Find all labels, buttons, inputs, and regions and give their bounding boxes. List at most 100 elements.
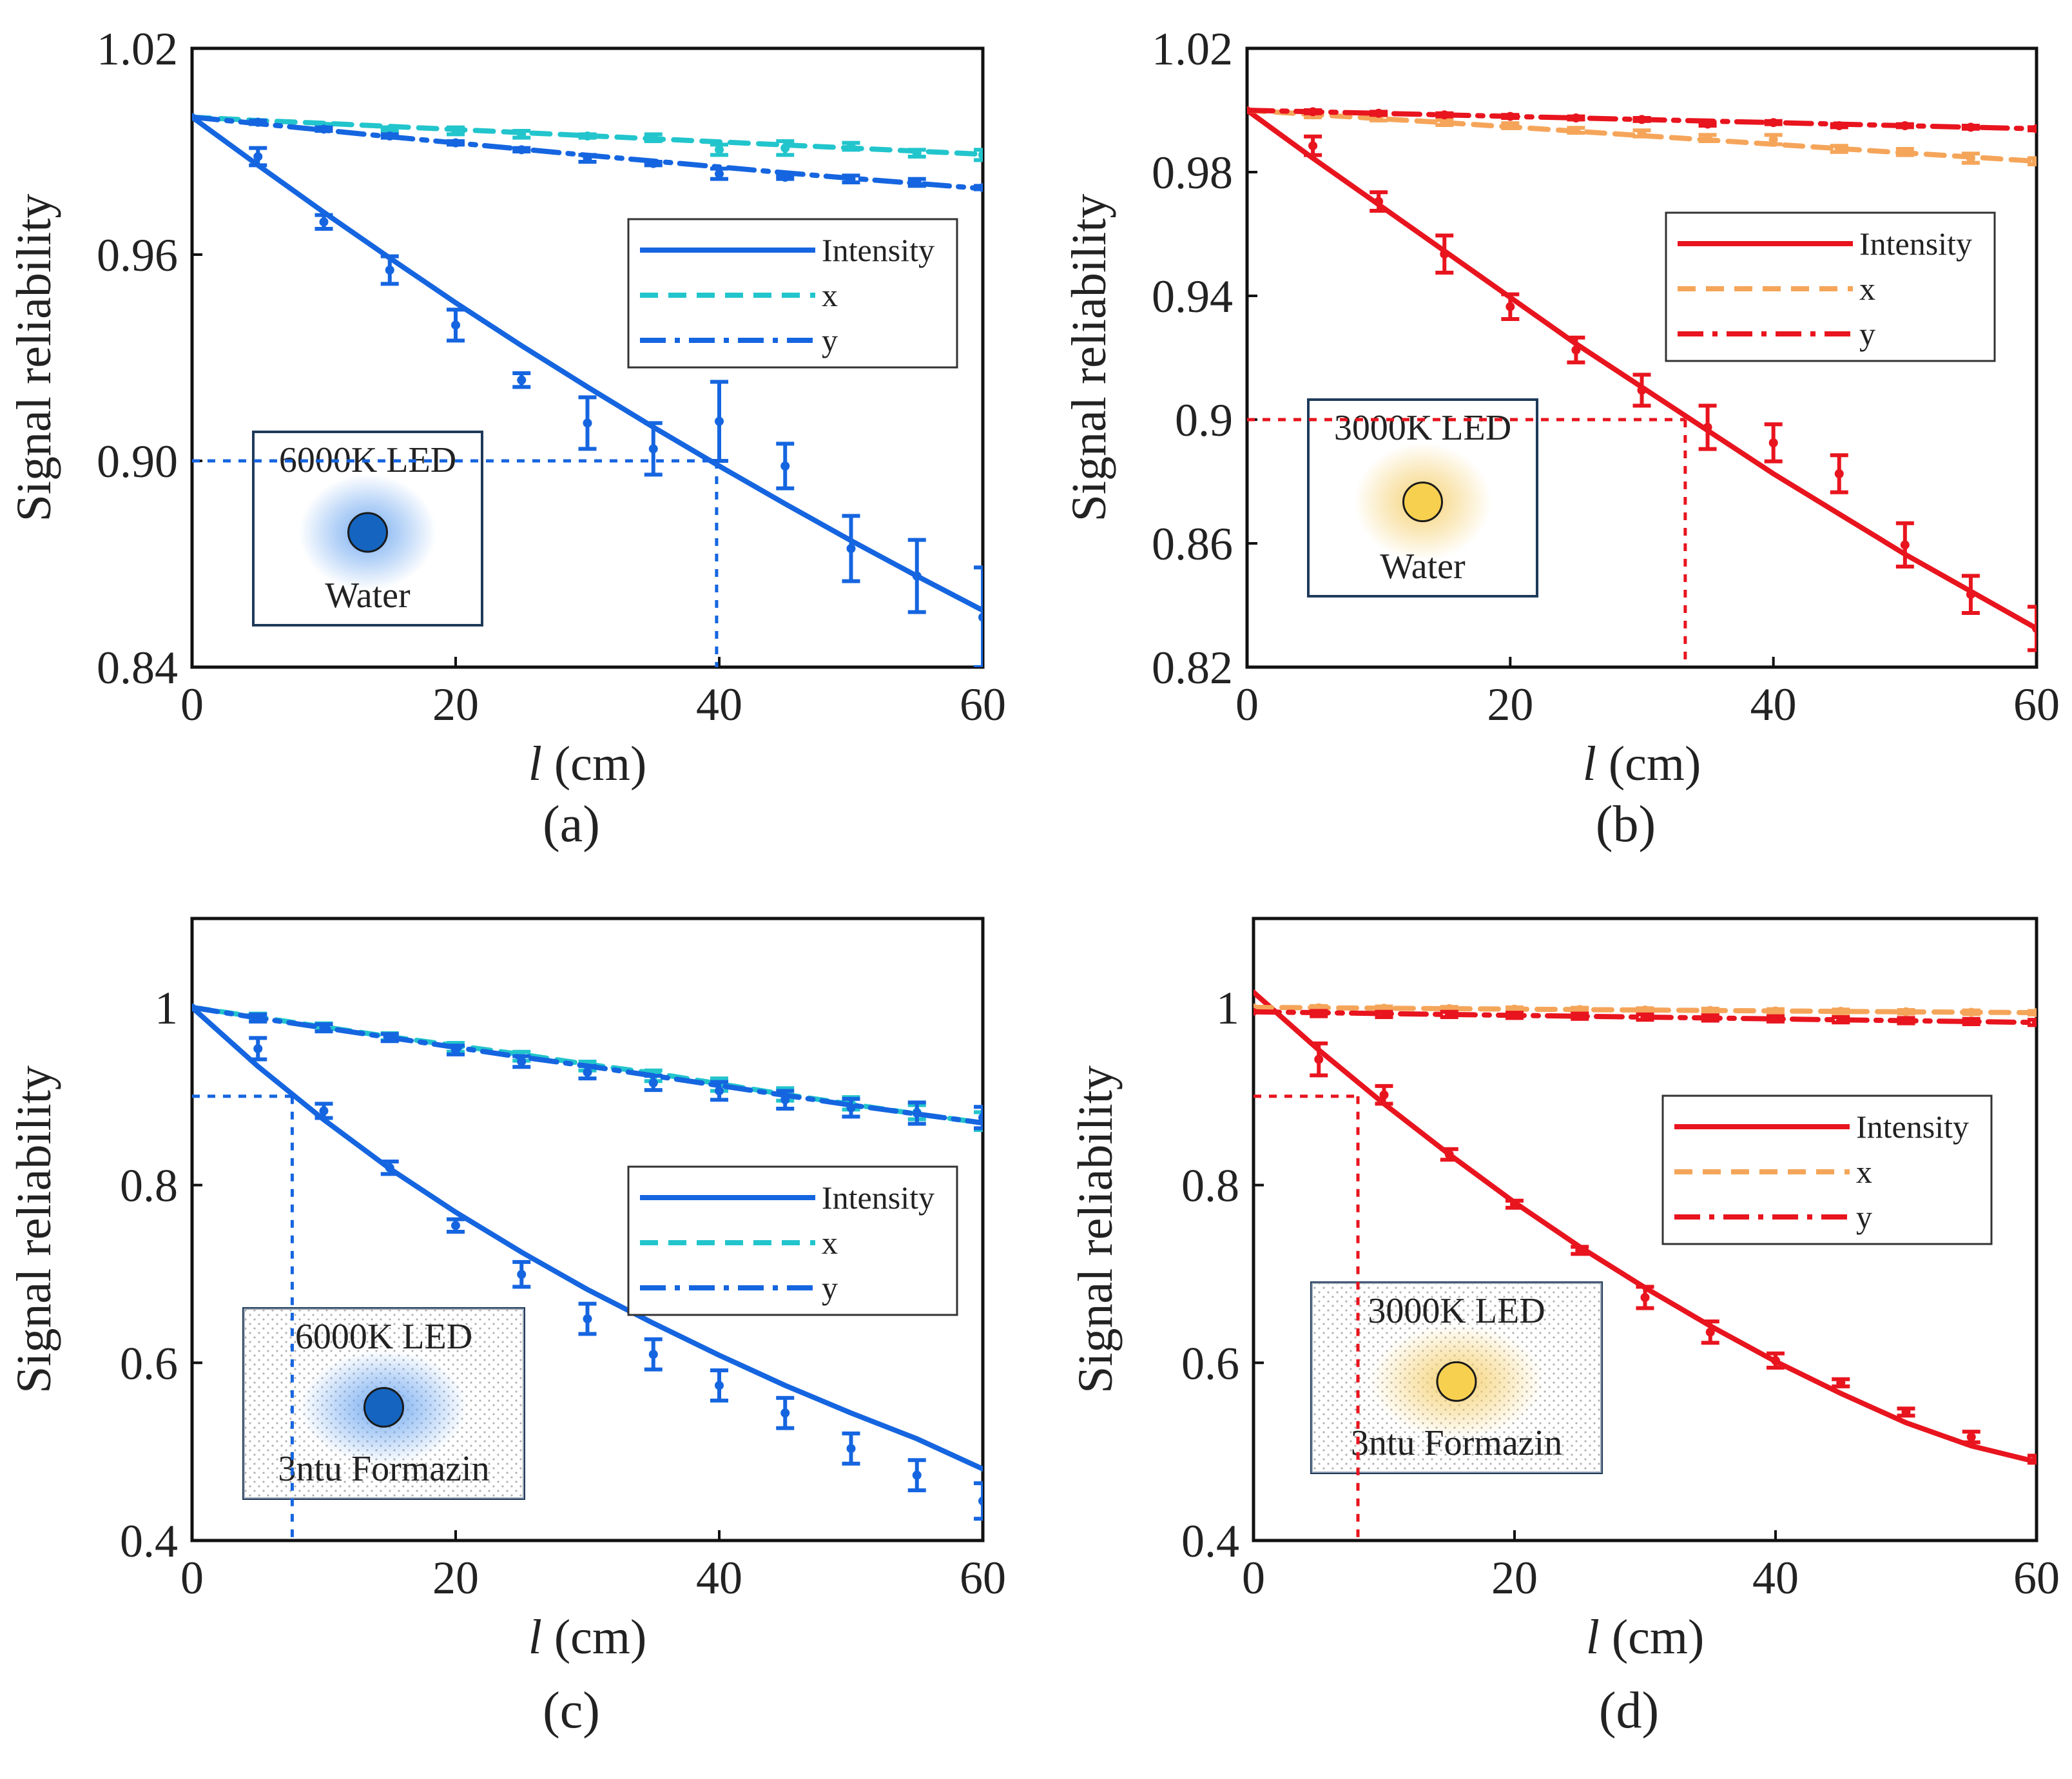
x-tick-label: 60 xyxy=(960,679,1006,730)
data-point xyxy=(846,1444,856,1453)
y-tick-label: 0.9 xyxy=(1175,394,1233,446)
data-point xyxy=(1374,197,1384,206)
y-tick-label: 0.86 xyxy=(1152,518,1233,570)
data-point xyxy=(1571,345,1581,355)
data-point xyxy=(1510,1200,1519,1209)
data-point xyxy=(2032,1454,2037,1464)
data-point xyxy=(1379,1009,1389,1019)
data-point xyxy=(1444,1009,1454,1019)
y-tick-label: 0.6 xyxy=(120,1337,178,1389)
data-point xyxy=(1440,249,1449,259)
y-tick-label: 0.84 xyxy=(97,642,178,694)
legend-label-intensity: Intensity xyxy=(822,232,934,268)
data-point xyxy=(1901,1407,1911,1417)
inset-led-label: 3000K LED xyxy=(1368,1291,1545,1331)
data-point xyxy=(1836,1378,1846,1388)
x-axis-label-var: l xyxy=(528,1610,542,1664)
x-tick-label: 0 xyxy=(1235,679,1259,730)
y-axis-label: Signal reliability xyxy=(1069,1065,1123,1394)
plot-area xyxy=(192,113,983,667)
data-point xyxy=(1308,141,1318,151)
x-tick-label: 60 xyxy=(2013,1552,2060,1604)
legend: Intensity xy xyxy=(627,218,958,369)
series-x xyxy=(1254,1003,2037,1018)
data-point xyxy=(978,612,983,622)
data-point xyxy=(846,174,856,184)
x-axis-label: l (cm) xyxy=(1586,1610,1705,1664)
data-point xyxy=(2032,624,2037,633)
data-point xyxy=(1637,115,1647,124)
data-point xyxy=(192,1003,196,1011)
data-point xyxy=(846,1103,856,1113)
data-point xyxy=(517,145,527,155)
legend-label-intensity: Intensity xyxy=(1856,1109,1969,1145)
plot-frame xyxy=(1245,46,2038,669)
data-point xyxy=(1966,122,1975,132)
x-axis-label-var: l xyxy=(1586,1610,1600,1664)
data-point xyxy=(1900,147,1910,157)
x-axis-label-var: l xyxy=(528,737,542,791)
x-tick-label: 40 xyxy=(696,1552,742,1604)
y-tick-label: 0.82 xyxy=(1152,642,1233,694)
plot-area xyxy=(192,1003,983,1521)
plot-area xyxy=(1247,106,2037,652)
inset-led-label: 6000K LED xyxy=(295,1317,472,1357)
data-point xyxy=(1308,107,1318,117)
y-tick-label: 1 xyxy=(1216,982,1239,1034)
y-tick-label: 0.90 xyxy=(97,436,178,487)
data-point xyxy=(1771,1356,1780,1365)
data-point xyxy=(451,1045,460,1055)
inset-medium-label: Water xyxy=(325,576,411,616)
data-point xyxy=(1506,302,1515,311)
data-point xyxy=(319,1106,329,1116)
legend: Intensity xy xyxy=(627,1165,958,1316)
data-point xyxy=(648,444,658,454)
data-point xyxy=(451,1221,460,1230)
data-point xyxy=(648,133,658,142)
data-point xyxy=(253,1044,263,1053)
data-point xyxy=(1703,119,1712,129)
data-point xyxy=(319,1023,329,1033)
plot-area xyxy=(1254,989,2037,1465)
legend-label-y: y xyxy=(1856,1199,1872,1235)
data-point xyxy=(1374,108,1384,118)
data-point xyxy=(583,1067,592,1077)
plot-frame xyxy=(190,46,985,669)
data-point xyxy=(1705,1013,1715,1023)
data-point xyxy=(1966,590,1975,599)
data-point xyxy=(1768,438,1778,447)
data-point xyxy=(1901,1007,1911,1016)
legend-label-x: x xyxy=(822,1225,838,1261)
data-point xyxy=(1640,1005,1650,1015)
data-point xyxy=(1768,118,1778,128)
led-icon xyxy=(347,512,388,553)
data-point xyxy=(1506,121,1515,130)
data-point xyxy=(1440,118,1449,128)
data-point xyxy=(385,266,394,275)
legend-label-y: y xyxy=(822,1270,838,1306)
data-point xyxy=(583,131,592,141)
x-axis-label: l (cm) xyxy=(1583,737,1701,791)
data-point xyxy=(1771,1014,1780,1024)
inset-medium-label: 3ntu Formazin xyxy=(1351,1423,1562,1463)
data-point xyxy=(517,375,527,385)
panel-caption: (a) xyxy=(543,796,600,853)
data-point xyxy=(780,173,790,182)
inset: 3000K LED Water xyxy=(1307,398,1538,598)
y-axis-label: Signal reliability xyxy=(7,1065,61,1394)
data-point xyxy=(1705,1006,1715,1015)
data-point xyxy=(780,1095,790,1105)
legend-label-x: x xyxy=(822,277,838,313)
data-point xyxy=(1836,1007,1846,1016)
inset: 6000K LED 3ntu Formazin xyxy=(242,1307,525,1500)
data-point xyxy=(715,145,724,155)
series-y xyxy=(192,113,983,192)
data-point xyxy=(1771,1006,1780,1016)
data-point xyxy=(517,130,527,139)
x-axis-label-unit: (cm) xyxy=(542,737,646,791)
led-icon xyxy=(1436,1361,1477,1402)
legend-label-intensity: Intensity xyxy=(1859,226,1972,262)
data-point xyxy=(978,183,983,192)
y-tick-label: 1 xyxy=(155,982,178,1034)
